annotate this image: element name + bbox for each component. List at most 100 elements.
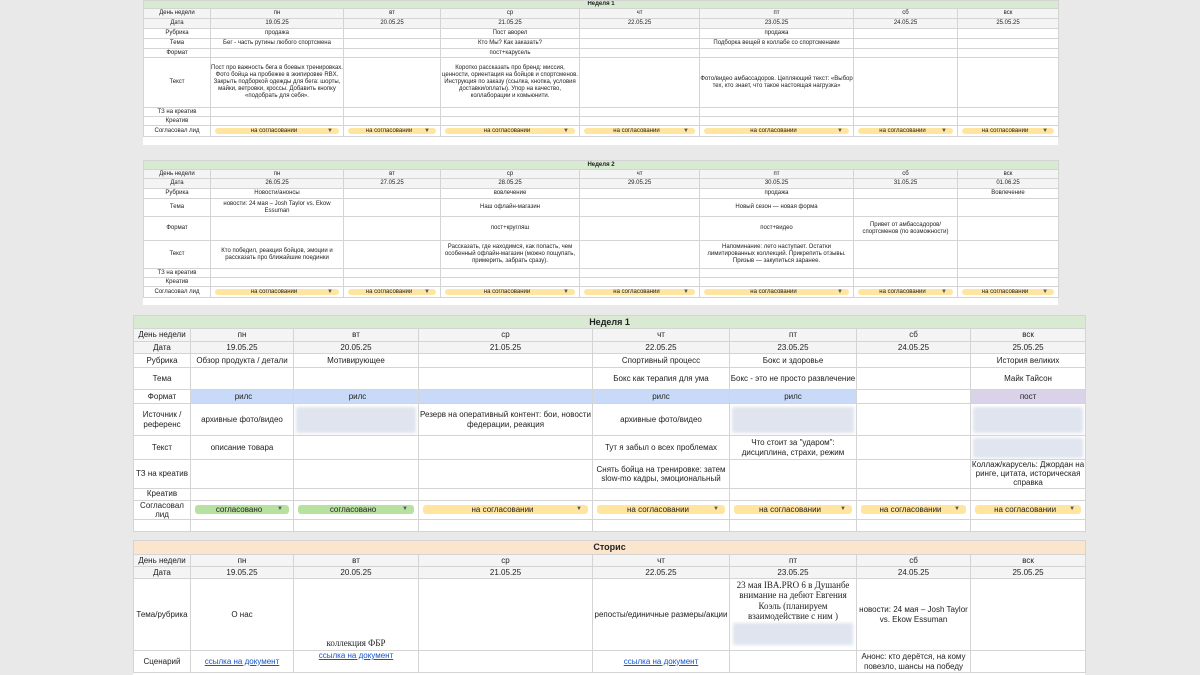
approval-dropdown[interactable]: на согласовании ▼	[215, 288, 339, 296]
format-cell[interactable]	[699, 48, 854, 58]
date-cell[interactable]: 19.05.25	[190, 566, 294, 579]
tz-cell[interactable]	[579, 107, 700, 117]
scenario-cell[interactable]	[729, 650, 857, 673]
rubric-cell[interactable]: Вовлечение	[956, 188, 1060, 199]
scenario-link[interactable]: ссылка на документ	[190, 650, 294, 673]
date-cell[interactable]: 22.05.25	[592, 341, 730, 354]
day-cell[interactable]: чт	[579, 169, 700, 179]
scenario-link[interactable]: ссылка на документ	[293, 650, 419, 673]
theme-cell[interactable]	[956, 198, 1060, 217]
theme-rubric-cell[interactable]	[969, 578, 1087, 651]
rubric-cell[interactable]	[579, 188, 700, 199]
text-cell[interactable]	[579, 57, 700, 108]
text-cell[interactable]: Кто победил, реакция бойцов, эмоции и ра…	[210, 240, 344, 269]
day-cell[interactable]: пн	[210, 8, 344, 19]
theme-rubric-cell[interactable]: 23 мая IBA.PRO 6 в Душанбе внимание на д…	[729, 578, 857, 651]
day-cell[interactable]: сб	[853, 169, 958, 179]
tz-cell[interactable]	[956, 107, 1060, 117]
format-cell[interactable]	[956, 216, 1060, 241]
date-cell[interactable]: 25.05.25	[969, 566, 1087, 579]
rubric-cell[interactable]: Пост аворел	[440, 28, 580, 39]
rubric-cell[interactable]: продажа	[210, 28, 344, 39]
rubric-cell[interactable]: Бокс и здоровье	[729, 353, 857, 368]
theme-rubric-cell[interactable]	[418, 578, 593, 651]
day-cell[interactable]: сб	[856, 554, 971, 567]
tz-cell[interactable]	[343, 268, 441, 278]
creative-cell[interactable]	[699, 277, 854, 287]
tz-cell[interactable]	[440, 268, 580, 278]
date-cell[interactable]: 21.05.25	[440, 18, 580, 29]
theme-cell[interactable]	[579, 38, 700, 49]
text-cell[interactable]	[343, 57, 441, 108]
theme-cell[interactable]: Бег - часть рутины любого спортсмена	[210, 38, 344, 49]
approval-dropdown[interactable]: на согласовании ▼	[423, 505, 588, 515]
rubric-cell[interactable]	[856, 353, 971, 368]
theme-cell[interactable]: новости: 24 мая – Josh Taylor vs. Ekow E…	[210, 198, 344, 217]
date-cell[interactable]: 27.05.25	[343, 178, 441, 189]
tz-cell[interactable]	[699, 107, 854, 117]
format-cell[interactable]	[956, 48, 1060, 58]
date-cell[interactable]: 23.05.25	[699, 18, 854, 29]
tz-cell[interactable]	[699, 268, 854, 278]
theme-rubric-cell[interactable]: новости: 24 мая – Josh Taylor vs. Ekow E…	[856, 578, 971, 651]
theme-cell[interactable]	[343, 38, 441, 49]
tz-cell[interactable]	[856, 459, 971, 489]
approval-dropdown[interactable]: на согласовании ▼	[861, 505, 966, 515]
day-cell[interactable]: вт	[343, 8, 441, 19]
date-cell[interactable]: 22.05.25	[592, 566, 730, 579]
source-cell[interactable]	[969, 403, 1087, 436]
creative-cell[interactable]	[729, 487, 857, 501]
theme-cell[interactable]: Новый сезон — новая форма	[699, 198, 854, 217]
creative-cell[interactable]	[956, 116, 1060, 126]
source-cell[interactable]: архивные фото/видео	[592, 403, 730, 436]
theme-cell[interactable]: Бокс как терапия для ума	[592, 367, 730, 390]
date-cell[interactable]: 24.05.25	[856, 341, 971, 354]
date-cell[interactable]: 20.05.25	[293, 341, 419, 354]
format-cell[interactable]	[579, 216, 700, 241]
tz-cell[interactable]	[853, 268, 958, 278]
date-cell[interactable]: 25.05.25	[969, 341, 1087, 354]
day-cell[interactable]: пт	[729, 554, 857, 567]
theme-cell[interactable]	[579, 198, 700, 217]
approval-dropdown[interactable]: на согласовании ▼	[704, 127, 849, 135]
day-cell[interactable]: чт	[579, 8, 700, 19]
tz-cell[interactable]	[418, 459, 593, 489]
tz-cell[interactable]	[190, 459, 294, 489]
creative-cell[interactable]	[853, 116, 958, 126]
day-cell[interactable]: ср	[418, 328, 593, 342]
scenario-cell[interactable]	[418, 650, 593, 673]
format-cell[interactable]	[210, 48, 344, 58]
scenario-link[interactable]: ссылка на документ	[592, 650, 730, 673]
theme-cell[interactable]	[190, 367, 294, 390]
date-cell[interactable]: 19.05.25	[190, 341, 294, 354]
approval-dropdown[interactable]: на согласовании ▼	[962, 127, 1055, 135]
day-cell[interactable]: вт	[293, 554, 419, 567]
creative-cell[interactable]	[343, 116, 441, 126]
theme-cell[interactable]: Майк Тайсон	[969, 367, 1087, 390]
tz-cell[interactable]	[956, 268, 1060, 278]
theme-cell[interactable]	[343, 198, 441, 217]
creative-cell[interactable]	[853, 277, 958, 287]
day-cell[interactable]: сб	[853, 8, 958, 19]
date-cell[interactable]: 24.05.25	[853, 18, 958, 29]
tz-cell[interactable]	[343, 107, 441, 117]
tz-cell[interactable]	[729, 459, 857, 489]
rubric-cell[interactable]: вовлечение	[440, 188, 580, 199]
date-cell[interactable]: 28.05.25	[440, 178, 580, 189]
text-cell[interactable]	[579, 240, 700, 269]
text-cell[interactable]: Что стоит за "ударом": дисциплина, страх…	[729, 435, 857, 460]
date-cell[interactable]: 26.05.25	[210, 178, 344, 189]
source-cell[interactable]	[856, 403, 971, 436]
text-cell[interactable]	[853, 57, 958, 108]
text-cell[interactable]: Фото/видео амбассадоров. Цепляющий текст…	[699, 57, 854, 108]
day-cell[interactable]: пн	[210, 169, 344, 179]
tz-cell[interactable]	[579, 268, 700, 278]
text-cell[interactable]: Коротко рассказать про бренд: миссия, це…	[440, 57, 580, 108]
format-cell[interactable]: рилс	[293, 389, 419, 404]
date-cell[interactable]: 01.06.25	[956, 178, 1060, 189]
format-cell[interactable]: рилс	[190, 389, 294, 404]
theme-cell[interactable]: Бокс - это не просто развлечение	[729, 367, 857, 390]
creative-cell[interactable]	[579, 116, 700, 126]
tz-cell[interactable]	[293, 459, 419, 489]
day-cell[interactable]: чт	[592, 554, 730, 567]
